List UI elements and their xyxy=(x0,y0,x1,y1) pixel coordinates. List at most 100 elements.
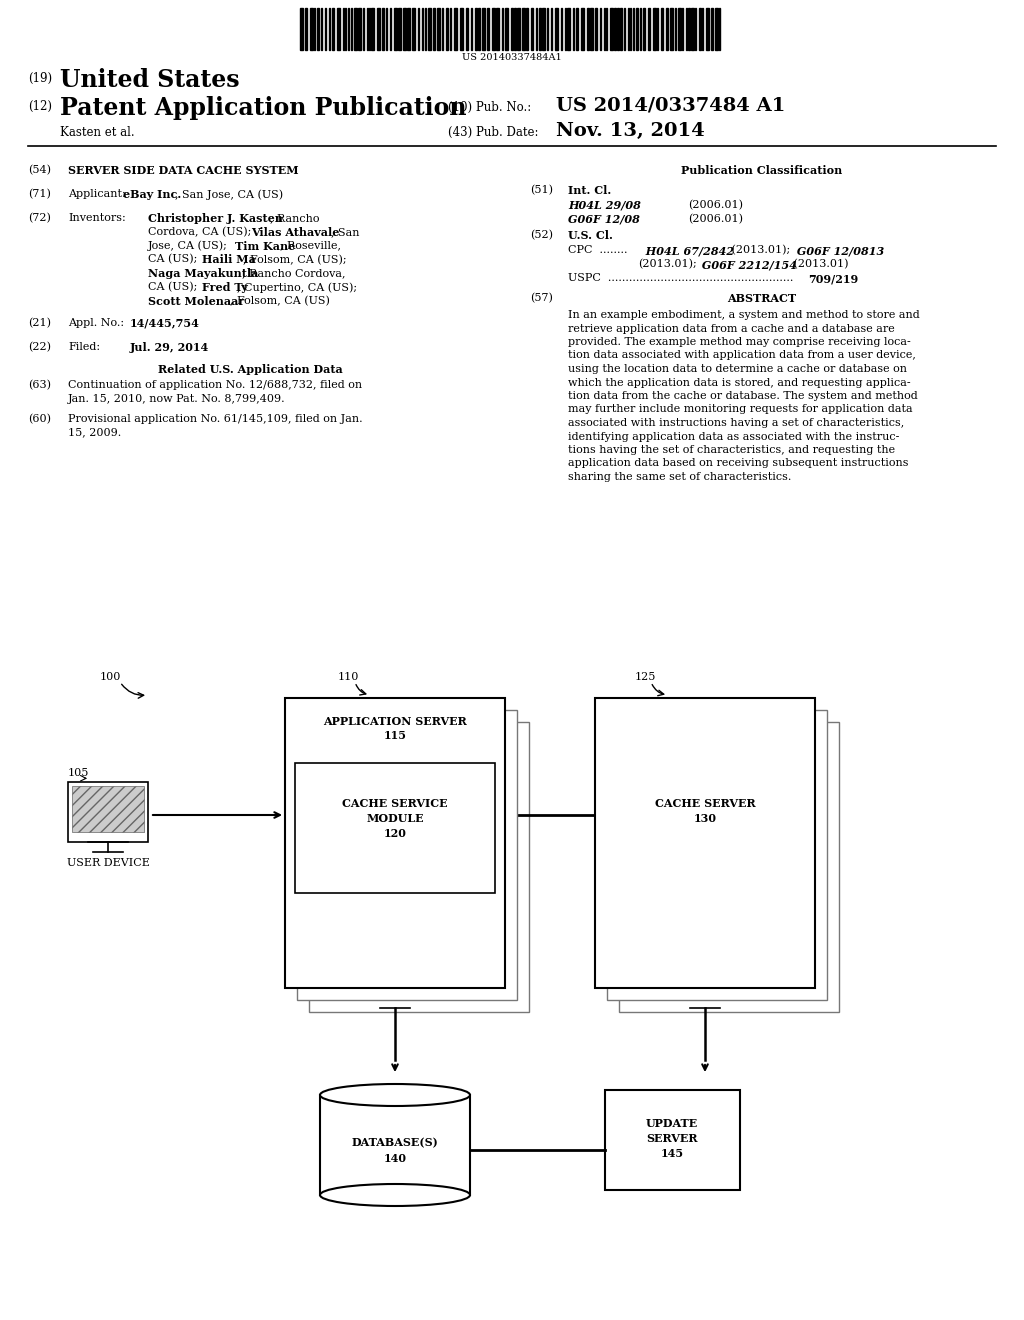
Bar xyxy=(486,8,489,50)
Text: (57): (57) xyxy=(530,293,553,304)
Text: tion data associated with application data from a user device,: tion data associated with application da… xyxy=(568,351,915,360)
Bar xyxy=(482,8,484,50)
Text: In an example embodiment, a system and method to store and: In an example embodiment, a system and m… xyxy=(568,310,920,319)
Text: Tim Kane: Tim Kane xyxy=(234,240,295,252)
Bar xyxy=(450,8,451,50)
Bar xyxy=(595,698,815,987)
Text: ABSTRACT: ABSTRACT xyxy=(727,293,797,304)
Text: 145: 145 xyxy=(660,1148,684,1159)
Bar xyxy=(432,8,434,50)
Text: 15, 2009.: 15, 2009. xyxy=(68,428,121,437)
Text: identifying application data as associated with the instruc-: identifying application data as associat… xyxy=(568,432,899,441)
Bar xyxy=(662,8,663,50)
Bar xyxy=(715,8,718,50)
Text: USER DEVICE: USER DEVICE xyxy=(67,858,150,869)
Bar xyxy=(309,8,312,50)
Text: application data based on receiving subsequent instructions: application data based on receiving subs… xyxy=(568,458,908,469)
Bar xyxy=(678,8,681,50)
Bar xyxy=(643,8,645,50)
Bar xyxy=(522,8,525,50)
Text: tion data from the cache or database. The system and method: tion data from the cache or database. Th… xyxy=(568,391,918,401)
Bar xyxy=(319,1096,470,1195)
Bar xyxy=(694,8,696,50)
Text: (54): (54) xyxy=(28,165,51,176)
Text: Jose, CA (US);: Jose, CA (US); xyxy=(148,240,231,251)
Bar xyxy=(68,781,148,842)
Bar xyxy=(371,8,374,50)
Text: (51): (51) xyxy=(530,185,553,195)
Bar xyxy=(685,8,687,50)
Bar xyxy=(575,8,578,50)
Bar xyxy=(624,8,625,50)
Bar xyxy=(407,8,410,50)
Text: eBay Inc.: eBay Inc. xyxy=(123,189,181,201)
Ellipse shape xyxy=(319,1184,470,1206)
Text: Haili Ma: Haili Ma xyxy=(202,255,256,265)
Bar xyxy=(437,8,439,50)
Bar xyxy=(382,8,384,50)
Bar xyxy=(445,8,449,50)
Bar xyxy=(691,8,693,50)
Bar xyxy=(492,8,495,50)
Text: 100: 100 xyxy=(100,672,122,682)
Text: (12): (12) xyxy=(28,100,52,114)
Bar xyxy=(300,8,303,50)
Text: (2006.01): (2006.01) xyxy=(688,214,743,224)
Text: Nov. 13, 2014: Nov. 13, 2014 xyxy=(556,121,705,140)
Bar xyxy=(617,8,618,50)
Text: Christopher J. Kasten: Christopher J. Kasten xyxy=(148,213,283,224)
Bar xyxy=(422,8,423,50)
Bar xyxy=(425,8,426,50)
Bar xyxy=(618,722,839,1012)
Bar xyxy=(620,8,622,50)
Bar xyxy=(514,8,516,50)
Text: DATABASE(S): DATABASE(S) xyxy=(351,1137,438,1148)
Bar xyxy=(607,710,827,1001)
Bar xyxy=(555,8,557,50)
Text: UPDATE: UPDATE xyxy=(646,1118,698,1129)
Text: SERVER: SERVER xyxy=(646,1133,697,1144)
Bar xyxy=(711,8,713,50)
Bar xyxy=(496,8,499,50)
Bar xyxy=(636,8,638,50)
Text: 110: 110 xyxy=(338,672,359,682)
Bar xyxy=(353,8,356,50)
Text: US 2014/0337484 A1: US 2014/0337484 A1 xyxy=(556,96,785,115)
Bar xyxy=(614,8,616,50)
Bar xyxy=(316,8,318,50)
Text: Patent Application Publication: Patent Application Publication xyxy=(60,96,467,120)
Bar xyxy=(605,1090,740,1191)
Text: (10) Pub. No.:: (10) Pub. No.: xyxy=(449,102,531,114)
Text: , Cupertino, CA (US);: , Cupertino, CA (US); xyxy=(237,282,357,293)
Text: Publication Classification: Publication Classification xyxy=(681,165,843,176)
Bar xyxy=(587,8,589,50)
Bar xyxy=(309,722,529,1012)
Bar xyxy=(502,8,503,50)
Text: Provisional application No. 61/145,109, filed on Jan.: Provisional application No. 61/145,109, … xyxy=(68,413,362,424)
Bar xyxy=(377,8,380,50)
Bar xyxy=(478,8,480,50)
Bar xyxy=(474,8,477,50)
Bar xyxy=(666,8,668,50)
Text: CPC  ........: CPC ........ xyxy=(568,246,628,255)
Bar xyxy=(628,8,629,50)
Bar xyxy=(454,8,457,50)
Text: CACHE SERVICE: CACHE SERVICE xyxy=(342,799,447,809)
Bar xyxy=(567,8,569,50)
Bar xyxy=(332,8,334,50)
Bar xyxy=(706,8,709,50)
Bar xyxy=(530,8,532,50)
Bar xyxy=(428,8,430,50)
Text: Vilas Athavale: Vilas Athavale xyxy=(251,227,339,238)
Text: SERVER SIDE DATA CACHE SYSTEM: SERVER SIDE DATA CACHE SYSTEM xyxy=(68,165,299,176)
Text: provided. The example method may comprise receiving loca-: provided. The example method may compris… xyxy=(568,337,910,347)
Text: United States: United States xyxy=(60,69,240,92)
Bar xyxy=(337,8,340,50)
Text: , San Jose, CA (US): , San Jose, CA (US) xyxy=(175,189,283,199)
Text: 105: 105 xyxy=(68,768,89,777)
Bar xyxy=(526,8,528,50)
Text: which the application data is stored, and requesting applica-: which the application data is stored, an… xyxy=(568,378,910,388)
Text: (2013.01);: (2013.01); xyxy=(638,259,696,269)
Text: , Roseville,: , Roseville, xyxy=(280,240,341,251)
Bar xyxy=(688,8,690,50)
